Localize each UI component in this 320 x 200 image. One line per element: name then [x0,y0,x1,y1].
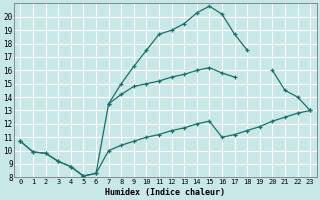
X-axis label: Humidex (Indice chaleur): Humidex (Indice chaleur) [105,188,225,197]
